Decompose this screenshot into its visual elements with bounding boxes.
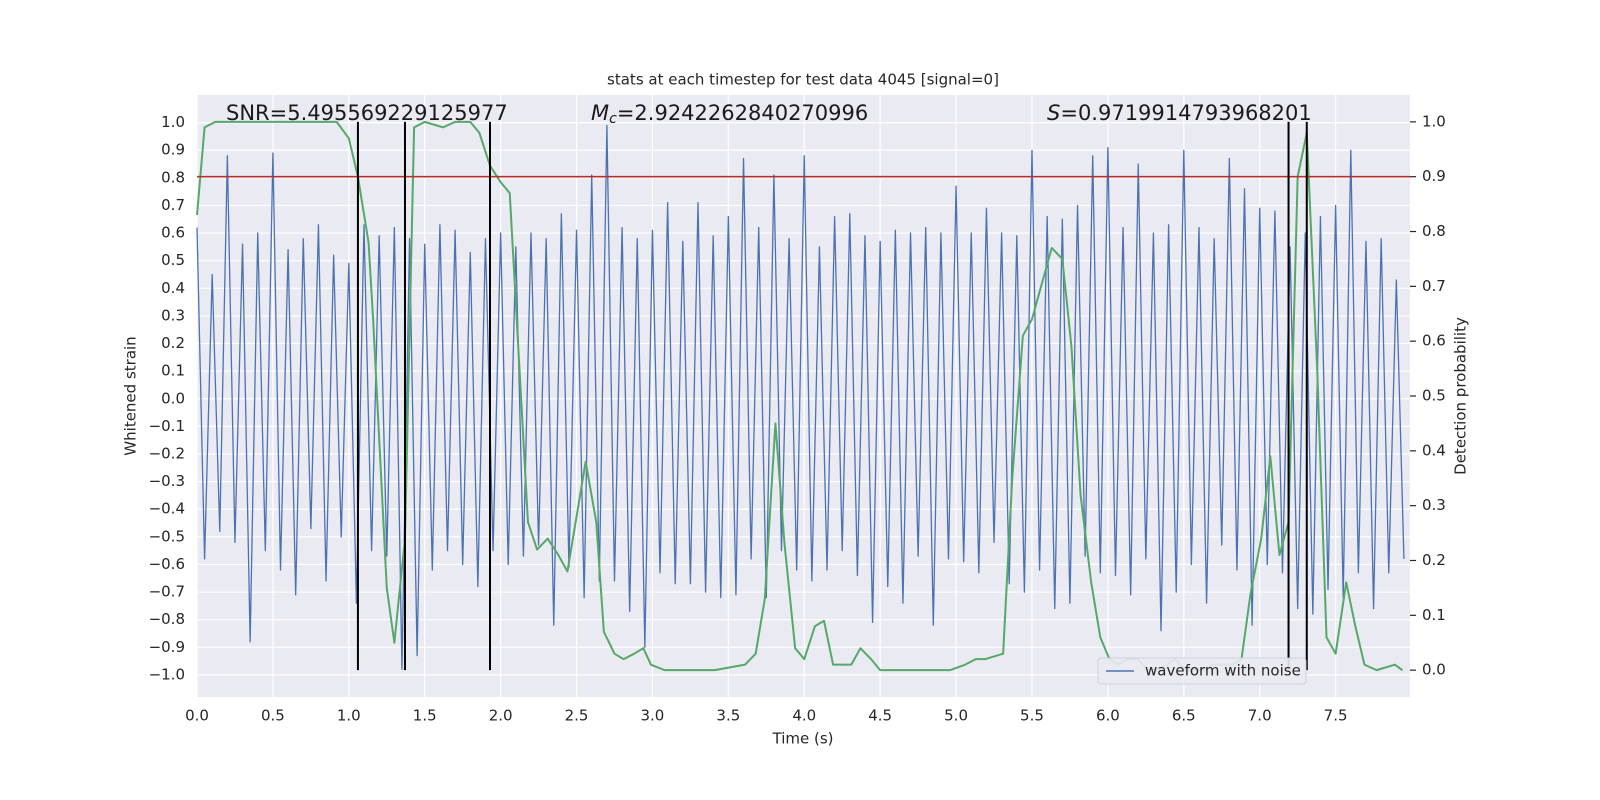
y2-axis-label: Detection probability bbox=[1452, 317, 1470, 475]
y-tick-label: −0.5 bbox=[149, 527, 185, 545]
y-tick-label: 0.8 bbox=[161, 168, 185, 186]
y-axis-label: Whitened strain bbox=[122, 336, 140, 455]
y-tick-label: −0.9 bbox=[149, 638, 185, 656]
annotation: SNR=5.495569229125977 bbox=[226, 101, 508, 125]
y2-tick-label: 0.4 bbox=[1422, 441, 1446, 459]
y-tick-label: 0.5 bbox=[161, 251, 185, 269]
chart-title: stats at each timestep for test data 404… bbox=[607, 71, 999, 89]
annotation-text: =2.9242262840270996 bbox=[617, 101, 868, 125]
x-tick-label: 3.0 bbox=[641, 707, 665, 725]
y2-tick-label: 0.1 bbox=[1422, 606, 1446, 624]
x-tick-label: 7.0 bbox=[1248, 707, 1272, 725]
annotation-text: SNR=5.495569229125977 bbox=[226, 101, 508, 125]
y2-tick-label: 0.3 bbox=[1422, 496, 1446, 514]
y-tick-label: −0.1 bbox=[149, 417, 185, 435]
y-tick-label: 0.4 bbox=[161, 279, 185, 297]
y2-tick-label: 0.0 bbox=[1422, 661, 1446, 679]
y2-tick-label: 0.5 bbox=[1422, 387, 1446, 405]
y-tick-label: −1.0 bbox=[149, 665, 185, 683]
y-tick-label: −0.8 bbox=[149, 610, 185, 628]
x-tick-label: 4.0 bbox=[792, 707, 816, 725]
y-tick-label: −0.3 bbox=[149, 472, 185, 490]
y-tick-label: 1.0 bbox=[161, 113, 185, 131]
y2-tick-label: 1.0 bbox=[1422, 112, 1446, 130]
y2-tick-label: 0.9 bbox=[1422, 167, 1446, 185]
y2-tick-label: 0.7 bbox=[1422, 277, 1446, 295]
y-tick-label: −0.2 bbox=[149, 444, 185, 462]
annotation-symbol: S bbox=[1047, 101, 1060, 125]
y-tick-label: 0.2 bbox=[161, 334, 185, 352]
x-tick-label: 6.5 bbox=[1172, 707, 1196, 725]
x-tick-label: 0.0 bbox=[185, 707, 209, 725]
x-tick-label: 5.0 bbox=[944, 707, 968, 725]
legend: waveform with noise bbox=[1097, 657, 1307, 685]
x-tick-label: 3.5 bbox=[716, 707, 740, 725]
x-tick-label: 4.5 bbox=[868, 707, 892, 725]
x-tick-label: 6.0 bbox=[1096, 707, 1120, 725]
x-tick-label: 5.5 bbox=[1020, 707, 1044, 725]
y2-tick-label: 0.8 bbox=[1422, 222, 1446, 240]
annotation-symbol: M bbox=[591, 101, 609, 125]
x-tick-label: 2.5 bbox=[565, 707, 589, 725]
y-tick-label: 0.7 bbox=[161, 196, 185, 214]
series-line bbox=[196, 124, 1405, 671]
y-tick-label: 0.6 bbox=[161, 224, 185, 242]
legend-box bbox=[1097, 657, 1307, 685]
x-tick-label: 2.0 bbox=[489, 707, 513, 725]
x-tick-label: 7.5 bbox=[1324, 707, 1348, 725]
annotation-subscript: c bbox=[609, 111, 617, 127]
annotation: S=0.9719914793968201 bbox=[1047, 101, 1312, 125]
x-axis-label: Time (s) bbox=[772, 730, 834, 748]
y-tick-label: 0.1 bbox=[161, 362, 185, 380]
y-tick-label: −0.4 bbox=[149, 500, 185, 518]
y-tick-label: −0.7 bbox=[149, 583, 185, 601]
y2-tick-label: 0.6 bbox=[1422, 332, 1446, 350]
y-tick-label: 0.3 bbox=[161, 306, 185, 324]
y2-tick-label: 0.2 bbox=[1422, 551, 1446, 569]
y-tick-label: 0.9 bbox=[161, 141, 185, 159]
x-tick-label: 1.0 bbox=[337, 707, 361, 725]
y-tick-label: 0.0 bbox=[161, 389, 185, 407]
annotation: Mc=2.9242262840270996 bbox=[591, 101, 868, 127]
legend-label: waveform with noise bbox=[1145, 662, 1301, 680]
annotation-text: =0.9719914793968201 bbox=[1060, 101, 1311, 125]
x-tick-label: 0.5 bbox=[261, 707, 285, 725]
x-tick-label: 1.5 bbox=[413, 707, 437, 725]
y-tick-label: −0.6 bbox=[149, 555, 185, 573]
